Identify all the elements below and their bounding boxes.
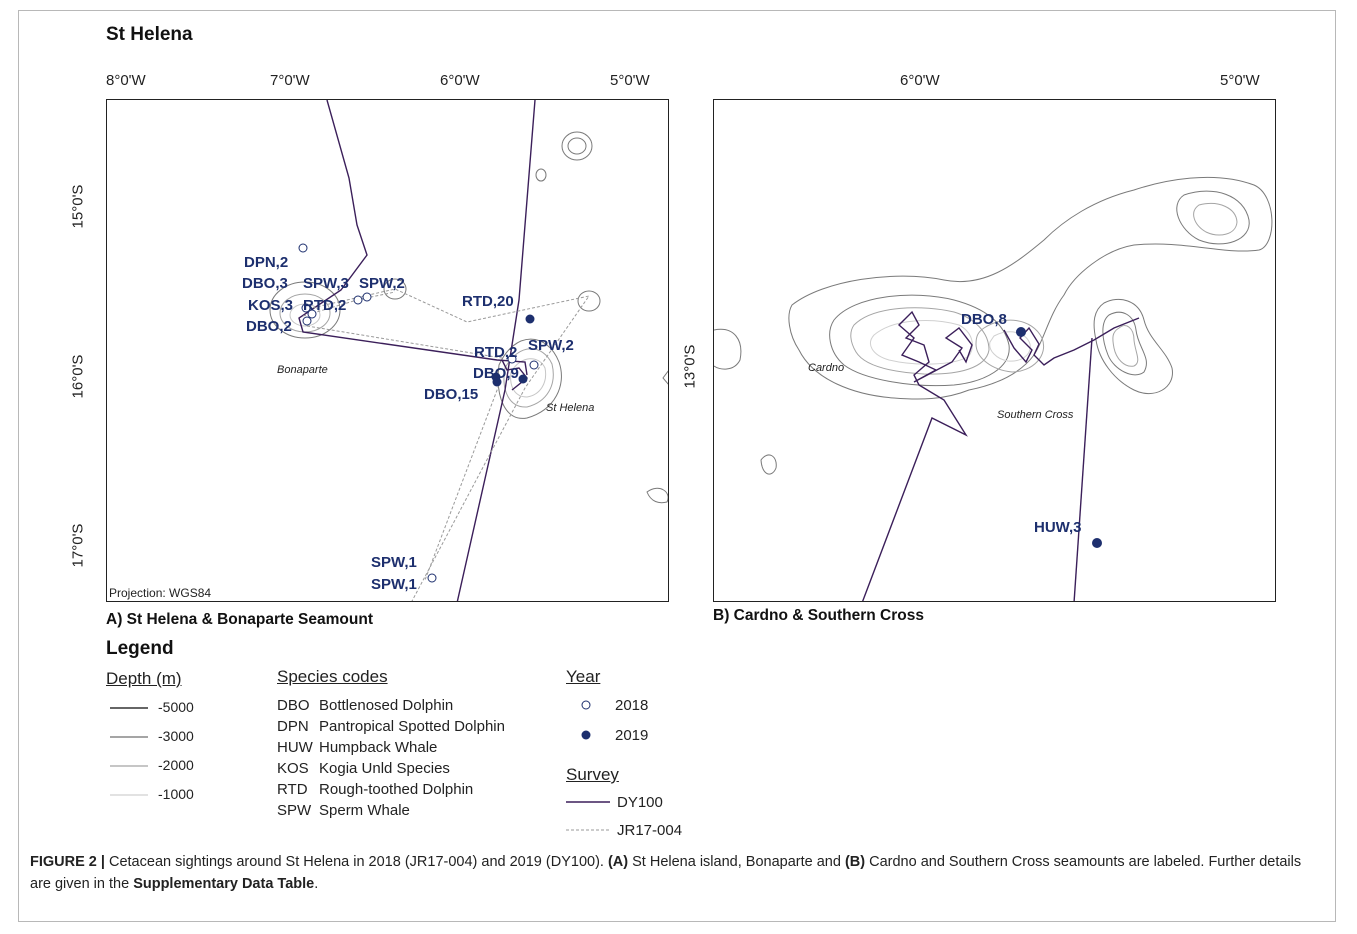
panel-a-lat-tick: 15°0'S bbox=[69, 184, 87, 229]
sighting-label: DBO,2 bbox=[246, 318, 292, 335]
sighting-label: RTD,2 bbox=[303, 297, 346, 314]
panel-a-contours bbox=[269, 131, 668, 504]
species-code: RTD bbox=[277, 781, 308, 798]
legend-depth-item: -5000 bbox=[158, 699, 194, 715]
panel-a-svg: DPN,2 DBO,3 SPW,3 SPW,2 KOS,3 RTD,2 DBO,… bbox=[109, 100, 668, 601]
legend-survey-swatches bbox=[566, 801, 610, 831]
figure-frame bbox=[18, 10, 1336, 922]
caption-text: St Helena island, Bonaparte and bbox=[628, 854, 845, 870]
panel-b-svg: DBO,8 HUW,3 Cardno Southern Cross bbox=[714, 176, 1273, 601]
sighting-label: SPW,2 bbox=[359, 275, 405, 292]
caption-text: . bbox=[314, 876, 319, 892]
panel-a-lat-tick: 17°0'S bbox=[69, 523, 87, 568]
legend-species-item: DBO Bottlenosed Dolphin bbox=[277, 697, 453, 714]
caption-text: Cetacean sightings around St Helena in 2… bbox=[104, 854, 608, 870]
sighting-label: HUW,3 bbox=[1034, 519, 1082, 536]
species-code: HUW bbox=[277, 739, 313, 756]
species-name: Sperm Whale bbox=[319, 802, 410, 819]
panel-a-lon-tick: 6°0'W bbox=[440, 72, 480, 89]
sighting-label: SPW,2 bbox=[528, 337, 574, 354]
panel-a-lon-tick: 7°0'W bbox=[270, 72, 310, 89]
species-name: Rough-toothed Dolphin bbox=[319, 781, 474, 798]
sighting-label: KOS,3 bbox=[248, 297, 293, 314]
projection-note: Projection: WGS84 bbox=[109, 586, 211, 600]
legend-species-item: RTD Rough-toothed Dolphin bbox=[277, 781, 473, 798]
panel-b-lon-tick: 5°0'W bbox=[1220, 72, 1260, 89]
panel-a-jr17-track bbox=[302, 288, 591, 601]
legend-species-item: DPN Pantropical Spotted Dolphin bbox=[277, 718, 505, 735]
sighting-label: SPW,1 bbox=[371, 576, 417, 593]
species-name: Bottlenosed Dolphin bbox=[319, 697, 454, 714]
sighting-label: SPW,1 bbox=[371, 554, 417, 571]
caption-text: Cardno and Southern Cross seamounts are … bbox=[30, 854, 1302, 892]
panel-a-map: DPN,2 DBO,3 SPW,3 SPW,2 KOS,3 RTD,2 DBO,… bbox=[106, 99, 669, 602]
species-code: KOS bbox=[277, 760, 309, 777]
legend-year-item: 2019 bbox=[615, 727, 649, 744]
panel-a-lat-tick: 16°0'S bbox=[69, 354, 87, 399]
caption-supplementary-ref: Supplementary Data Table bbox=[133, 876, 315, 892]
panel-b-markers bbox=[1016, 327, 1102, 548]
sighting-label: DPN,2 bbox=[244, 254, 288, 271]
place-label-bonaparte: Bonaparte bbox=[277, 364, 328, 376]
place-label-st-helena: St Helena bbox=[546, 402, 594, 414]
legend-year-item: 2018 bbox=[615, 697, 649, 714]
figure-caption: FIGURE 2 | Cetacean sightings around St … bbox=[30, 851, 1320, 895]
panel-a-lon-tick: 5°0'W bbox=[610, 72, 650, 89]
panel-a-markers bbox=[298, 243, 539, 583]
panel-b-dy100-track bbox=[862, 310, 1140, 601]
legend-survey-item: JR17-004 bbox=[617, 822, 683, 839]
legend-year-markers bbox=[581, 700, 591, 740]
species-code: SPW bbox=[277, 802, 312, 819]
species-code: DPN bbox=[277, 718, 309, 735]
panel-a-lon-tick: 8°0'W bbox=[106, 72, 146, 89]
legend-species-item: KOS Kogia Unld Species bbox=[277, 760, 450, 777]
species-name: Kogia Unld Species bbox=[319, 760, 450, 777]
legend-depth-item: -1000 bbox=[158, 786, 194, 802]
panel-b-lat-tick: 13°0'S bbox=[681, 344, 699, 389]
species-name: Humpback Whale bbox=[319, 739, 438, 756]
legend-title: Legend bbox=[106, 638, 174, 659]
panel-b-map: DBO,8 HUW,3 Cardno Southern Cross bbox=[713, 99, 1276, 602]
species-code: DBO bbox=[277, 697, 310, 714]
sighting-label: DBO,8 bbox=[961, 311, 1007, 328]
legend-depth-item: -3000 bbox=[158, 728, 194, 744]
place-label-southern-cross: Southern Cross bbox=[997, 409, 1074, 421]
sighting-label: RTD,2 bbox=[474, 344, 517, 361]
legend-depth-item: -2000 bbox=[158, 757, 194, 773]
figure-title: St Helena bbox=[106, 24, 193, 45]
legend-species-heading: Species codes bbox=[277, 667, 388, 686]
panel-b-caption: B) Cardno & Southern Cross bbox=[713, 607, 924, 624]
species-name: Pantropical Spotted Dolphin bbox=[319, 718, 505, 735]
caption-b-ref: (B) bbox=[844, 854, 866, 870]
panel-a-caption: A) St Helena & Bonaparte Seamount bbox=[106, 611, 373, 628]
legend-year-heading: Year bbox=[566, 667, 601, 686]
sighting-label: DBO,3 bbox=[242, 275, 288, 292]
legend-species-item: HUW Humpback Whale bbox=[277, 739, 437, 756]
caption-label: FIGURE 2 | bbox=[30, 854, 105, 870]
sighting-label: SPW,3 bbox=[303, 275, 349, 292]
caption-a-ref: (A) bbox=[607, 854, 629, 870]
legend-depth-heading: Depth (m) bbox=[106, 669, 182, 688]
legend-survey-item: DY100 bbox=[617, 794, 663, 811]
sighting-label: DBO,15 bbox=[424, 386, 478, 403]
panel-b-contours bbox=[714, 176, 1273, 475]
sighting-label: DBO,9 bbox=[473, 365, 519, 382]
place-label-cardno: Cardno bbox=[808, 362, 844, 374]
sighting-label: RTD,20 bbox=[462, 293, 514, 310]
legend-species-item: SPW Sperm Whale bbox=[277, 802, 410, 819]
panel-b-lon-tick: 6°0'W bbox=[900, 72, 940, 89]
legend-depth-swatches bbox=[110, 707, 148, 796]
legend-survey-heading: Survey bbox=[566, 765, 619, 784]
